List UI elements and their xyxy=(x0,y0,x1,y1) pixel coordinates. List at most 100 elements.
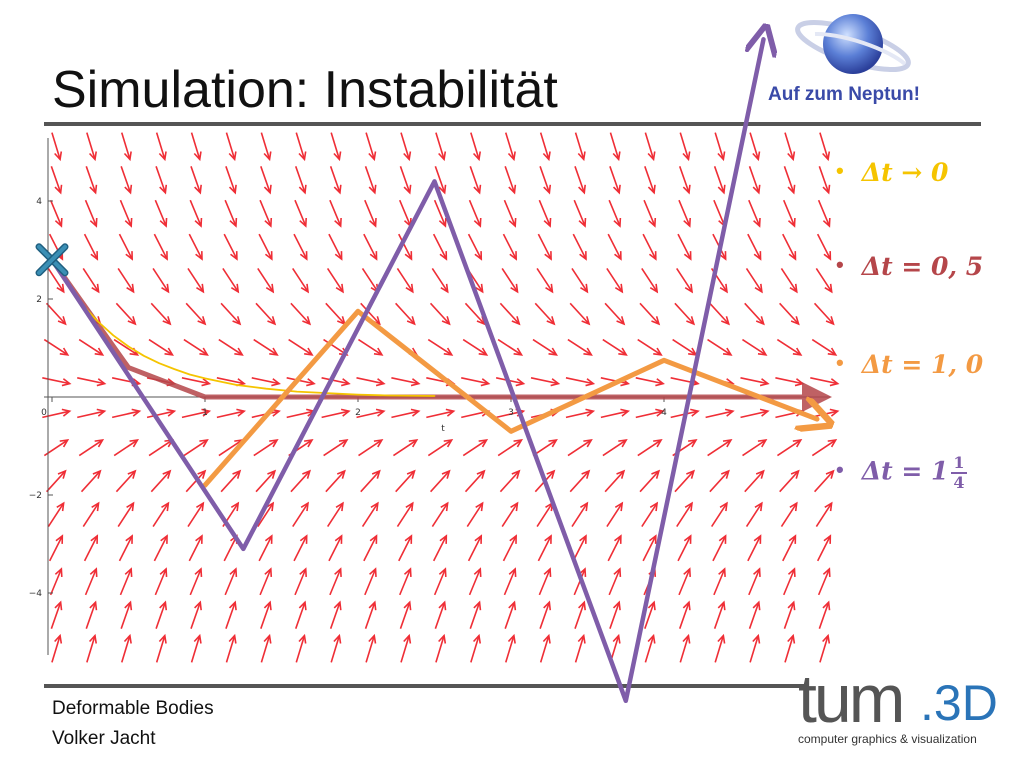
field-arrow xyxy=(530,377,561,387)
field-arrow xyxy=(678,600,691,629)
field-arrow xyxy=(676,267,694,294)
legend-item-dt-one: • Δt = 1, 0 xyxy=(836,350,983,379)
field-arrow xyxy=(816,534,832,562)
field-arrow xyxy=(150,302,172,326)
field-arrow xyxy=(224,199,238,228)
bullet-dot: • xyxy=(836,456,844,482)
field-arrow xyxy=(502,233,517,261)
field-arrow xyxy=(329,567,342,596)
field-arrow xyxy=(154,199,168,228)
field-arrow xyxy=(154,567,168,596)
field-arrow xyxy=(225,132,237,162)
field-arrow xyxy=(356,408,386,419)
field-arrow xyxy=(464,469,486,493)
field-arrow xyxy=(150,469,172,493)
legend-label: Δt = 0, 5 xyxy=(861,252,984,281)
field-arrow xyxy=(811,439,838,457)
field-arrow xyxy=(329,199,342,228)
field-arrow xyxy=(115,469,137,493)
field-arrow xyxy=(51,132,63,162)
field-arrow xyxy=(190,633,202,663)
field-arrow xyxy=(400,132,412,162)
field-arrow xyxy=(747,534,762,562)
field-arrow xyxy=(399,600,412,629)
field-arrow xyxy=(567,439,593,457)
field-arrow xyxy=(323,439,349,457)
field-arrow xyxy=(819,132,831,162)
field-arrow xyxy=(539,633,551,663)
logo-main: tum xyxy=(798,661,905,737)
field-arrow xyxy=(47,501,65,528)
field-arrow xyxy=(818,166,831,195)
field-arrow xyxy=(391,408,421,419)
field-arrow xyxy=(783,600,796,629)
field-arrow xyxy=(255,469,277,493)
field-arrow xyxy=(84,199,98,228)
field-arrow xyxy=(709,469,730,493)
field-arrow xyxy=(600,408,630,419)
neptune-planet-icon xyxy=(795,14,911,74)
field-arrow xyxy=(676,501,693,528)
field-arrow xyxy=(187,501,205,528)
field-arrow xyxy=(82,267,100,294)
x-tick-label: 3 xyxy=(508,408,514,418)
field-arrow xyxy=(643,199,657,228)
field-arrow xyxy=(749,132,761,162)
footer-course: Deformable Bodies xyxy=(52,698,214,719)
field-arrow xyxy=(260,633,272,663)
field-arrow xyxy=(574,633,586,663)
field-arrow xyxy=(432,534,448,562)
field-arrow xyxy=(326,267,344,294)
legend-label: Δt = 1, 0 xyxy=(861,350,984,379)
field-arrow xyxy=(782,233,797,261)
field-arrow xyxy=(148,338,175,356)
field-arrow xyxy=(224,567,238,596)
field-arrow xyxy=(678,166,691,195)
field-arrow xyxy=(469,166,482,195)
field-arrow xyxy=(187,267,205,294)
field-arrow xyxy=(497,338,524,356)
field-arrow xyxy=(253,338,279,356)
field-arrow xyxy=(748,600,761,629)
field-arrow xyxy=(502,534,517,562)
field-arrow xyxy=(713,567,726,596)
field-arrow xyxy=(602,439,628,457)
field-arrow xyxy=(153,233,168,261)
field-arrow xyxy=(748,166,761,195)
field-arrow xyxy=(325,302,346,326)
legend-item-dt-zero: • Δt → 0 xyxy=(836,158,948,187)
field-arrow xyxy=(607,233,622,261)
field-arrow xyxy=(365,633,377,663)
field-arrow xyxy=(608,199,622,228)
footer-author: Volker Jacht xyxy=(52,728,156,749)
x-tick-label: 2 xyxy=(355,408,361,418)
field-arrow xyxy=(115,302,137,326)
field-arrow xyxy=(674,302,696,326)
field-arrow xyxy=(46,469,67,493)
field-arrow xyxy=(780,501,798,528)
field-arrow xyxy=(218,338,244,356)
field-arrow xyxy=(609,600,621,629)
field-arrow xyxy=(435,633,447,663)
field-arrow xyxy=(707,439,733,457)
field-arrow xyxy=(817,199,831,228)
field-arrow xyxy=(672,338,698,356)
field-arrow xyxy=(260,600,272,629)
y-tick-label: 2 xyxy=(36,295,42,305)
y-tick-label: −2 xyxy=(29,491,42,501)
field-arrow xyxy=(294,567,307,596)
field-arrow xyxy=(461,377,491,387)
field-arrow xyxy=(776,338,803,356)
field-arrow xyxy=(188,534,203,562)
field-arrow xyxy=(642,534,657,562)
x-tick-label: 4 xyxy=(661,408,667,418)
field-arrow xyxy=(607,534,622,562)
field-arrow xyxy=(111,408,142,419)
field-arrow xyxy=(574,132,586,162)
field-arrow xyxy=(602,338,628,356)
field-arrow xyxy=(635,377,665,387)
field-arrow xyxy=(257,501,275,528)
bullet-dot: • xyxy=(836,252,844,277)
